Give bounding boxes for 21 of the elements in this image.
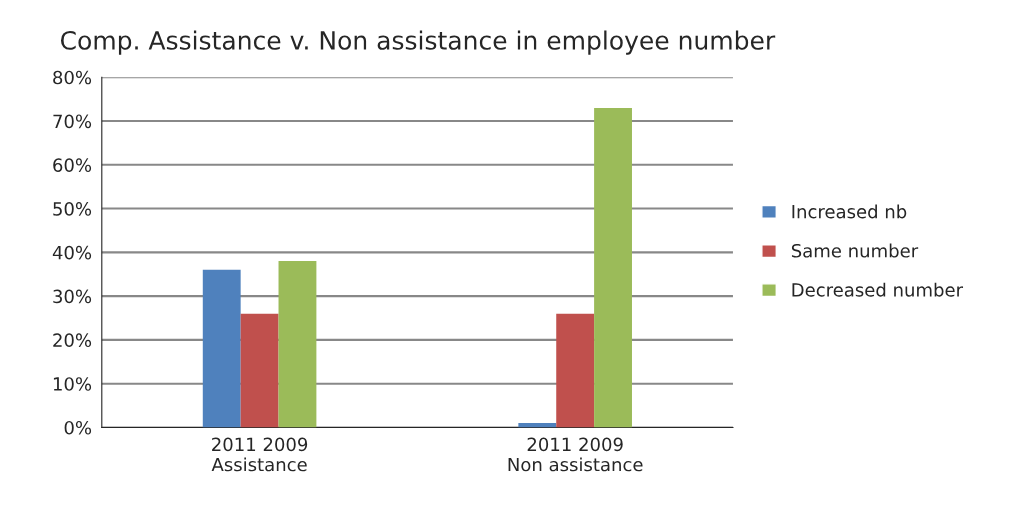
legend-label: Same number: [791, 243, 919, 258]
bar: [556, 313, 595, 428]
bar: [278, 261, 317, 428]
y-tick-label: 10%: [53, 377, 92, 391]
y-tick-label: 60%: [53, 158, 92, 172]
y-tick-label: 30%: [53, 289, 92, 304]
y-tick-label: 0%: [64, 420, 92, 435]
x-tick-label: 2011 2009 Assistance: [211, 437, 308, 472]
bar: [518, 423, 557, 428]
y-tick-label: 40%: [52, 245, 92, 260]
chart-title: Comp. Assistance v. Non assistance in employee number: [60, 30, 776, 55]
bar: [202, 269, 241, 428]
legend-label: Increased nb: [792, 204, 907, 219]
x-tick-label: 2011 2009 Non assistance: [508, 437, 643, 472]
y-tick-label: 50%: [53, 202, 92, 216]
y-tick-label: 80%: [53, 70, 92, 85]
y-tick-label: 70%: [53, 114, 92, 129]
bar: [240, 313, 279, 428]
legend-label: Decreased number: [792, 282, 964, 297]
bar: [594, 107, 632, 428]
y-tick-label: 20%: [53, 333, 92, 348]
